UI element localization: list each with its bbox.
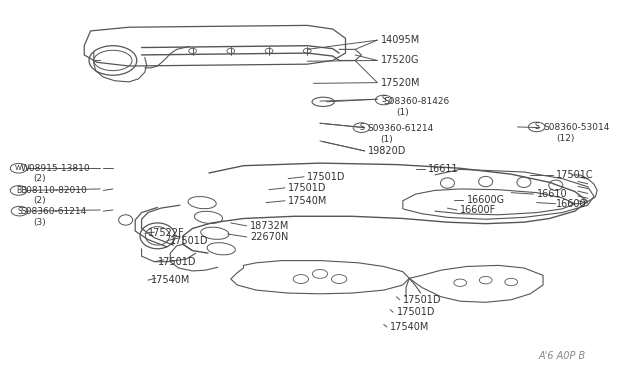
Text: 17501D: 17501D (307, 172, 346, 182)
Text: 17520M: 17520M (381, 78, 420, 88)
Text: S: S (534, 122, 539, 131)
Text: 14095M: 14095M (381, 35, 420, 45)
Text: (1): (1) (396, 108, 409, 117)
Text: S09360-61214: S09360-61214 (368, 124, 434, 133)
Text: W: W (15, 165, 22, 171)
Text: S08360-61214: S08360-61214 (20, 206, 87, 216)
Text: 16610: 16610 (537, 189, 567, 199)
Text: B08110-82010: B08110-82010 (20, 186, 87, 195)
Text: (2): (2) (33, 174, 46, 183)
Text: (12): (12) (556, 134, 574, 143)
Text: 17520G: 17520G (381, 55, 419, 65)
Text: (1): (1) (381, 135, 394, 144)
Text: S08360-53014: S08360-53014 (543, 123, 609, 132)
Text: 17540M: 17540M (288, 196, 328, 206)
Text: 16600G: 16600G (467, 195, 505, 205)
Text: 19820D: 19820D (368, 146, 406, 156)
Text: A'6 A0P B: A'6 A0P B (538, 351, 586, 361)
Text: S: S (17, 206, 22, 216)
Text: 17501D: 17501D (396, 307, 435, 317)
Text: S08360-81426: S08360-81426 (384, 97, 450, 106)
Text: S: S (359, 123, 364, 132)
Text: 17501C: 17501C (556, 170, 593, 180)
Text: 17501D: 17501D (170, 235, 209, 246)
Text: 17501D: 17501D (157, 257, 196, 267)
Text: 18732M: 18732M (250, 221, 289, 231)
Text: S: S (381, 96, 386, 105)
Text: 16611: 16611 (428, 164, 459, 174)
Text: 16600: 16600 (556, 199, 586, 209)
Text: 17501D: 17501D (288, 183, 326, 193)
Text: B: B (16, 186, 21, 195)
Text: 16600F: 16600F (460, 205, 497, 215)
Text: W08915-13810: W08915-13810 (20, 164, 90, 173)
Text: 22670N: 22670N (250, 232, 288, 242)
Text: 17501D: 17501D (403, 295, 442, 305)
Text: 17540M: 17540M (151, 275, 191, 285)
Text: 17540M: 17540M (390, 322, 429, 332)
Text: 17522F: 17522F (148, 228, 185, 238)
Text: (2): (2) (33, 196, 46, 205)
Text: (3): (3) (33, 218, 46, 227)
